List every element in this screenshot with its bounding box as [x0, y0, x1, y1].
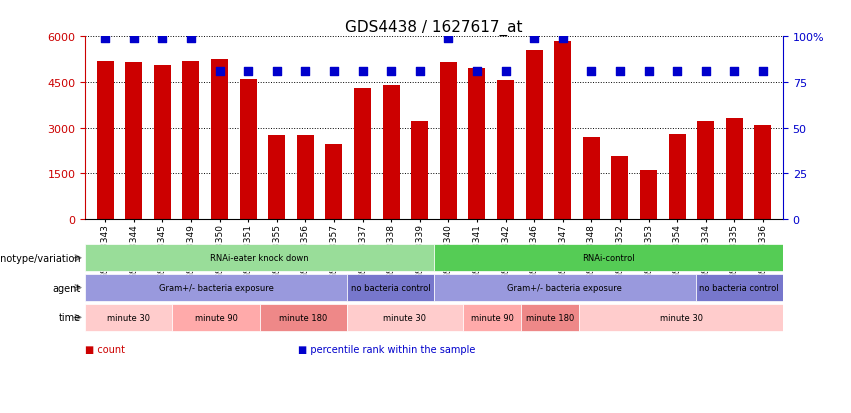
Text: minute 30: minute 30: [384, 313, 426, 322]
Bar: [268, 136, 285, 219]
FancyBboxPatch shape: [347, 304, 463, 331]
FancyBboxPatch shape: [463, 304, 521, 331]
Bar: [526, 51, 543, 219]
Text: genotype/variation: genotype/variation: [0, 253, 81, 263]
Text: RNAi-control: RNAi-control: [582, 254, 635, 263]
Bar: [182, 62, 199, 219]
Bar: [468, 69, 485, 219]
Text: RNAi-eater knock down: RNAi-eater knock down: [210, 254, 309, 263]
Text: minute 30: minute 30: [107, 313, 151, 322]
Bar: [125, 63, 142, 219]
Point: [442, 36, 455, 42]
Text: no bacteria control: no bacteria control: [351, 283, 431, 292]
Bar: [754, 125, 772, 219]
Bar: [497, 81, 514, 219]
FancyBboxPatch shape: [434, 275, 696, 301]
Point: [356, 69, 369, 75]
Text: minute 30: minute 30: [660, 313, 703, 322]
Text: no bacteria control: no bacteria control: [700, 283, 780, 292]
FancyBboxPatch shape: [434, 245, 783, 271]
Title: GDS4438 / 1627617_at: GDS4438 / 1627617_at: [346, 20, 523, 36]
Bar: [154, 66, 171, 219]
Point: [756, 69, 769, 75]
Bar: [354, 89, 371, 219]
FancyBboxPatch shape: [172, 304, 260, 331]
Point: [671, 69, 684, 75]
FancyBboxPatch shape: [521, 304, 580, 331]
Point: [499, 69, 512, 75]
Text: Gram+/- bacteria exposure: Gram+/- bacteria exposure: [507, 283, 622, 292]
Text: time: time: [59, 313, 81, 323]
Bar: [239, 80, 257, 219]
Bar: [669, 134, 686, 219]
FancyBboxPatch shape: [347, 275, 434, 301]
Bar: [411, 122, 428, 219]
Point: [642, 69, 655, 75]
Point: [528, 36, 541, 42]
Point: [613, 69, 626, 75]
Point: [385, 69, 398, 75]
FancyBboxPatch shape: [85, 304, 172, 331]
Point: [327, 69, 340, 75]
FancyBboxPatch shape: [85, 275, 347, 301]
Bar: [583, 138, 600, 219]
FancyBboxPatch shape: [260, 304, 347, 331]
Point: [470, 69, 483, 75]
FancyBboxPatch shape: [696, 275, 783, 301]
Bar: [554, 42, 571, 219]
FancyBboxPatch shape: [85, 245, 434, 271]
Bar: [726, 119, 743, 219]
Point: [556, 36, 569, 42]
Point: [213, 69, 226, 75]
Point: [156, 36, 169, 42]
Point: [699, 69, 712, 75]
Bar: [611, 157, 629, 219]
Bar: [640, 171, 657, 219]
Point: [585, 69, 598, 75]
Point: [270, 69, 283, 75]
Bar: [383, 86, 400, 219]
Text: minute 90: minute 90: [195, 313, 237, 322]
Point: [728, 69, 741, 75]
Text: minute 90: minute 90: [471, 313, 514, 322]
Point: [299, 69, 312, 75]
Bar: [325, 145, 342, 219]
Text: minute 180: minute 180: [279, 313, 328, 322]
FancyBboxPatch shape: [580, 304, 783, 331]
Point: [184, 36, 197, 42]
Text: ■ count: ■ count: [85, 344, 125, 354]
Text: agent: agent: [53, 283, 81, 293]
Point: [413, 69, 426, 75]
Point: [242, 69, 255, 75]
Text: ■ percentile rank within the sample: ■ percentile rank within the sample: [298, 344, 475, 354]
Point: [127, 36, 140, 42]
Point: [99, 36, 112, 42]
Bar: [96, 62, 114, 219]
Text: Gram+/- bacteria exposure: Gram+/- bacteria exposure: [158, 283, 273, 292]
Text: minute 180: minute 180: [526, 313, 574, 322]
Bar: [297, 136, 314, 219]
Bar: [697, 122, 714, 219]
Bar: [211, 60, 228, 219]
Bar: [440, 63, 457, 219]
